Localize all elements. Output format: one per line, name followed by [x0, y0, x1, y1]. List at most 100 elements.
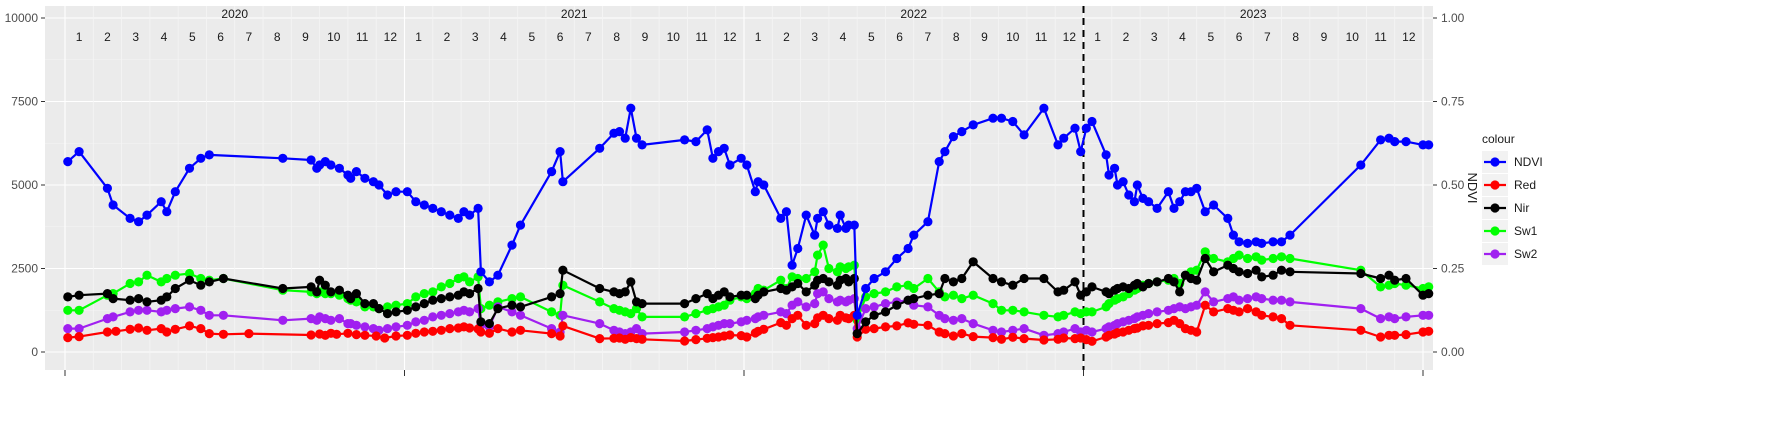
data-point-ndvi: [835, 210, 845, 220]
data-point-sw2: [1200, 287, 1210, 297]
data-point-sw1: [63, 305, 73, 315]
data-point-ndvi: [1019, 130, 1029, 140]
month-label: 5: [868, 30, 875, 44]
data-point-nir: [849, 273, 859, 284]
data-point-ndvi: [793, 243, 803, 254]
data-point-red: [1008, 332, 1018, 342]
data-point-ndvi: [465, 210, 475, 220]
month-label: 7: [585, 30, 592, 44]
data-point-ndvi: [184, 163, 195, 173]
data-point-sw2: [801, 302, 811, 312]
data-point-ndvi: [1081, 123, 1091, 133]
month-label: 5: [1207, 30, 1214, 44]
data-point-sw2: [1144, 309, 1154, 319]
data-point-red: [680, 336, 690, 346]
data-point-ndvi: [892, 253, 902, 264]
data-point-ndvi: [102, 183, 112, 193]
data-point-ndvi: [1124, 190, 1134, 200]
data-point-red: [595, 334, 605, 344]
data-point-ndvi: [1118, 177, 1128, 187]
series-layer: [63, 103, 1434, 346]
series-red: [63, 300, 1434, 346]
month-label: 2: [104, 30, 111, 44]
month-label: 1: [76, 30, 83, 44]
data-point-ndvi: [1053, 140, 1063, 150]
data-point-ndvi: [1175, 197, 1185, 207]
data-point-ndvi: [923, 217, 933, 227]
month-label: 4: [840, 30, 847, 44]
data-point-red: [142, 325, 152, 335]
data-point-sw2: [63, 324, 73, 334]
data-point-ndvi: [156, 197, 166, 207]
data-point-red: [1424, 326, 1434, 336]
data-point-nir: [1257, 272, 1267, 282]
data-point-ndvi: [1276, 237, 1287, 247]
data-point-sw2: [382, 324, 393, 334]
data-point-sw1: [869, 289, 879, 299]
data-point-sw2: [869, 302, 879, 312]
legend-item-ndvi: NDVI: [1482, 151, 1543, 173]
month-label: 8: [1292, 30, 1299, 44]
data-point-ndvi: [374, 180, 384, 190]
month-label: 4: [1179, 30, 1186, 44]
data-point-sw2: [824, 294, 834, 304]
month-label: 9: [981, 30, 988, 44]
data-point-sw1: [445, 278, 455, 289]
data-point-ndvi: [360, 173, 370, 183]
data-point-red: [1019, 334, 1029, 344]
data-point-sw2: [125, 307, 135, 317]
data-point-red: [909, 319, 919, 329]
data-point-sw2: [1401, 312, 1411, 322]
data-point-nir: [320, 280, 330, 290]
data-point-ndvi: [1192, 183, 1202, 193]
data-point-sw1: [1243, 253, 1253, 264]
data-point-red: [793, 310, 803, 320]
data-point-sw2: [419, 315, 429, 325]
data-point-sw2: [1390, 314, 1400, 324]
data-point-sw1: [892, 282, 902, 292]
legend-item-red: Red: [1482, 174, 1536, 196]
data-point-ndvi: [1169, 203, 1179, 213]
data-point-ndvi: [402, 187, 412, 197]
data-point-ndvi: [1209, 200, 1219, 210]
data-point-ndvi: [1039, 103, 1049, 113]
data-point-sw2: [1257, 294, 1267, 304]
data-point-ndvi: [759, 180, 769, 190]
month-label: 4: [500, 30, 507, 44]
data-point-sw2: [988, 325, 998, 335]
data-point-nir: [134, 294, 144, 304]
data-point-ndvi: [824, 220, 834, 230]
data-point-red: [759, 324, 769, 334]
data-point-ndvi: [351, 167, 361, 177]
data-point-red: [428, 326, 438, 336]
data-point-ndvi: [1104, 170, 1114, 180]
data-point-sw2: [742, 315, 752, 325]
data-point-red: [218, 329, 228, 339]
legend-label: Sw2: [1514, 247, 1538, 261]
data-point-ndvi: [507, 240, 517, 250]
data-point-nir: [196, 280, 206, 290]
grid-lines: [45, 6, 1433, 370]
y-tick-label-left: 10000: [5, 11, 39, 25]
data-point-ndvi: [1234, 237, 1244, 247]
data-point-ndvi: [74, 147, 84, 157]
data-point-red: [351, 330, 361, 340]
data-point-ndvi: [306, 155, 316, 165]
data-point-sw2: [595, 319, 605, 329]
data-point-ndvi: [204, 150, 214, 160]
data-point-sw1: [776, 275, 786, 285]
year-label: 2022: [900, 7, 927, 21]
data-point-sw1: [957, 294, 967, 304]
axes: 0 2500 5000 7500 10000 0.00 0.25 0.50 0.75 1.00 ND…: [5, 11, 1480, 376]
data-point-red: [1234, 307, 1244, 317]
data-point-ndvi: [813, 213, 823, 223]
data-point-nir: [555, 289, 565, 299]
data-point-sw1: [1376, 282, 1386, 292]
data-point-red: [555, 331, 565, 341]
data-point-ndvi: [996, 113, 1007, 123]
data-point-nir: [204, 277, 214, 287]
legend: colour NDVI Red Nir Sw1 Sw2: [1482, 132, 1543, 265]
data-point-ndvi: [346, 173, 356, 183]
data-point-red: [861, 324, 871, 334]
